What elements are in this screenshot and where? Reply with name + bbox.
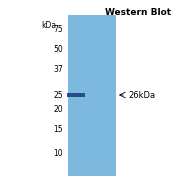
Text: Western Blot: Western Blot [105, 8, 171, 17]
Bar [68, 15, 115, 175]
Text: kDa: kDa [41, 21, 56, 30]
Text: 26kDa: 26kDa [128, 91, 155, 100]
Text: 25: 25 [53, 91, 63, 100]
Bar [67, 93, 85, 97]
Text: 75: 75 [53, 26, 63, 35]
Text: 50: 50 [53, 46, 63, 55]
Text: 10: 10 [53, 148, 63, 158]
Text: 37: 37 [53, 66, 63, 75]
Text: 15: 15 [53, 125, 63, 134]
Text: 20: 20 [53, 105, 63, 114]
